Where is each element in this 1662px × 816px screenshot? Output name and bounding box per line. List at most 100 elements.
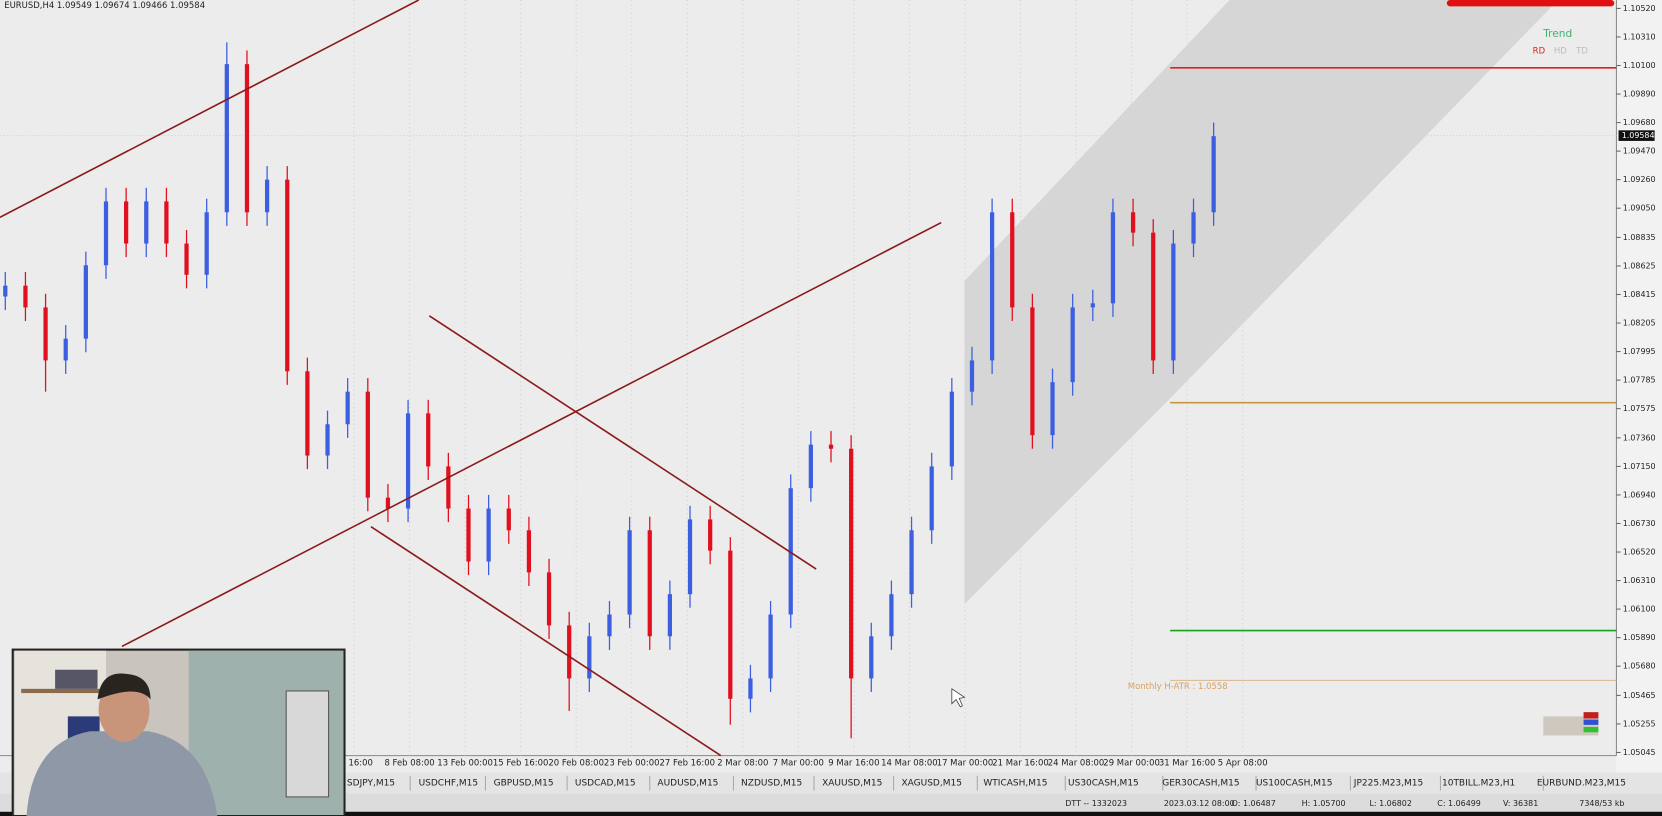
symbol-tab[interactable]: US100CASH,M15 <box>1256 779 1332 789</box>
candle-body <box>849 448 854 679</box>
candle-body <box>728 550 733 699</box>
candle-body <box>325 424 330 456</box>
y-tick-label: 1.07995 <box>1623 347 1656 356</box>
y-tick-label: 1.05045 <box>1623 748 1656 757</box>
x-tick-label: 17 Mar 00:00 <box>937 758 994 768</box>
y-tick-label: 1.06100 <box>1623 605 1656 614</box>
symbol-tab[interactable]: SDJPY,M15 <box>347 779 395 789</box>
candle-body <box>224 64 229 213</box>
candle-body <box>567 625 572 679</box>
y-tick-label: 1.06730 <box>1623 519 1656 528</box>
candle-body <box>144 201 149 244</box>
y-tick-label: 1.08415 <box>1623 290 1656 299</box>
candle-body <box>526 530 532 573</box>
candle-body <box>204 212 209 275</box>
current-price-label: 1.09584 <box>1622 131 1655 140</box>
candle-body <box>1130 212 1136 233</box>
symbol-tab[interactable]: XAUUSD,M15 <box>822 779 882 789</box>
candle-body <box>426 413 431 467</box>
candle-body <box>63 338 68 361</box>
x-tick-label: 5 Apr 08:00 <box>1218 758 1268 768</box>
candle-body <box>546 572 552 626</box>
candle-body <box>385 497 391 509</box>
status-text: 7348/53 kb <box>1579 799 1624 808</box>
y-tick-label: 1.09260 <box>1623 175 1656 184</box>
indicator-title: Trend <box>1542 28 1572 40</box>
icon-part <box>1583 719 1599 725</box>
candle-body <box>3 285 8 297</box>
candle-body <box>909 530 914 595</box>
candle-body <box>405 413 411 509</box>
candle-body <box>184 243 189 275</box>
y-tick-label: 1.10520 <box>1623 4 1656 13</box>
x-tick-label: 27 Feb 16:00 <box>659 758 715 768</box>
red-button[interactable] <box>1446 0 1615 7</box>
candle-body <box>1191 212 1196 244</box>
y-tick-label: 1.09680 <box>1623 118 1656 127</box>
y-tick-label: 1.06940 <box>1623 490 1656 499</box>
candle-body <box>1050 382 1055 436</box>
symbol-tab[interactable]: XAGUSD,M15 <box>901 779 961 789</box>
candle-body <box>345 391 350 425</box>
monitor <box>285 690 330 798</box>
symbol-tab[interactable]: US30CASH,M15 <box>1068 779 1139 789</box>
symbol-tab[interactable]: GER30CASH,M15 <box>1162 779 1239 789</box>
books <box>55 669 98 689</box>
candle-body <box>949 391 954 467</box>
y-tick-label: 1.07150 <box>1623 462 1656 471</box>
candle-body <box>103 201 109 266</box>
x-tick-label: 13 Feb 00:00 <box>437 758 493 768</box>
webcam <box>11 648 346 816</box>
hair <box>97 673 151 700</box>
candle-body <box>1090 303 1095 308</box>
candle-body <box>264 179 270 213</box>
mini-icon <box>1543 712 1599 736</box>
candle-body <box>244 64 250 213</box>
candle-body <box>124 201 129 244</box>
candle-body <box>1030 307 1035 436</box>
candle-body <box>768 614 773 679</box>
status-text: DTT -- 1332023 <box>1065 799 1127 808</box>
indicator-button[interactable]: TD <box>1575 45 1588 55</box>
cursor <box>951 688 966 708</box>
symbol-tab[interactable]: AUDUSD,M15 <box>657 779 718 789</box>
channel <box>964 0 1559 605</box>
symbol-tab[interactable]: USDCHF,M15 <box>419 779 479 789</box>
symbol-tab[interactable]: USDCAD,M15 <box>575 779 636 789</box>
price-axis-bg <box>1616 0 1662 774</box>
x-tick-label: eb 16:00 <box>335 758 373 768</box>
symbol-tab[interactable]: 10TBILL.M23,H1 <box>1442 779 1515 789</box>
status-text: H: 1.05700 <box>1302 799 1346 808</box>
trend-line <box>0 0 420 218</box>
x-tick-label: 24 Mar 08:00 <box>1048 758 1105 768</box>
candle-body <box>1070 307 1075 383</box>
symbol-tab[interactable]: JP225.M23,M15 <box>1353 779 1423 789</box>
candle-body <box>869 636 874 679</box>
trend-line <box>370 526 722 757</box>
symbol-tab[interactable]: GBPUSD,M15 <box>494 779 554 789</box>
symbol-tab[interactable]: EURBUND.M23,M15 <box>1537 779 1626 789</box>
y-tick-label: 1.10100 <box>1623 61 1656 70</box>
y-tick-label: 1.07785 <box>1623 376 1656 385</box>
x-tick-label: 8 Feb 08:00 <box>384 758 434 768</box>
icon-part <box>1583 726 1599 733</box>
symbol-tab[interactable]: NZDUSD,M15 <box>741 779 802 789</box>
candle-body <box>667 594 673 637</box>
y-tick-label: 1.07575 <box>1623 404 1656 413</box>
y-tick-label: 1.10310 <box>1623 32 1656 41</box>
symbol-tab[interactable]: WTICASH,M15 <box>983 779 1047 789</box>
trend-line <box>428 315 817 570</box>
status-text: 2023.03.12 08:00 <box>1164 799 1235 808</box>
y-tick-label: 1.08205 <box>1623 319 1656 328</box>
candle-body <box>1151 232 1156 361</box>
candle-body <box>23 285 28 308</box>
y-tick-label: 1.06310 <box>1623 576 1656 585</box>
indicator-button[interactable]: HD <box>1554 45 1567 55</box>
indicator-button[interactable]: RD <box>1533 45 1546 55</box>
status-text: V: 36381 <box>1503 799 1538 808</box>
candle-body <box>708 519 713 551</box>
candle-body <box>889 594 894 637</box>
candle-body <box>969 360 975 392</box>
y-tick-label: 1.05890 <box>1623 633 1656 642</box>
